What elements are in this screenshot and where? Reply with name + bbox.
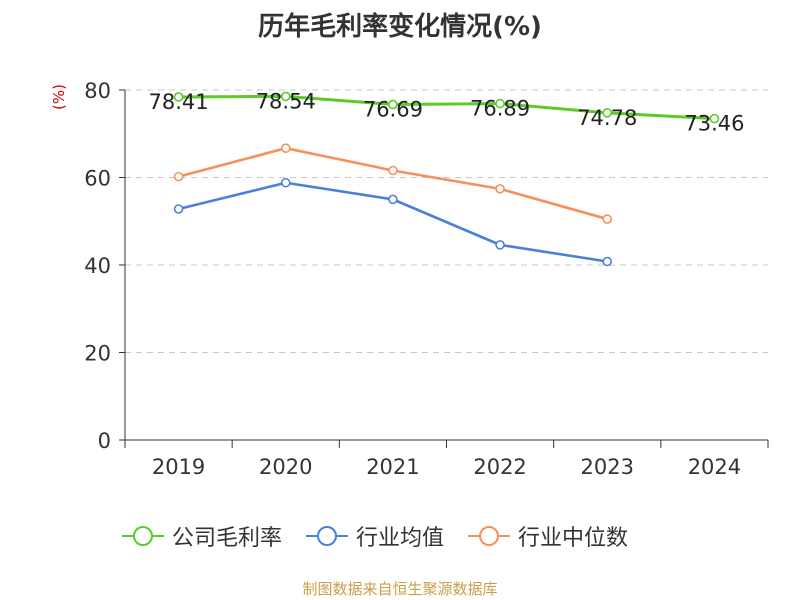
legend-label-industry-mean: 行业均值 — [356, 526, 445, 551]
data-label: 78.41 — [149, 90, 209, 114]
legend-item-company[interactable]: 公司毛利率 — [120, 520, 282, 552]
x-tick-label: 2023 — [581, 455, 634, 479]
data-label: 78.54 — [256, 89, 316, 113]
data-point — [173, 204, 184, 214]
x-tick-label: 2020 — [259, 455, 312, 479]
data-source: 制图数据来自恒生聚源数据库 — [302, 580, 498, 598]
legend-marker-industry-mean — [306, 526, 349, 546]
y-tick-label: 60 — [84, 167, 111, 191]
data-point — [173, 171, 184, 182]
data-label: 73.46 — [684, 112, 744, 136]
x-tick-label: 2022 — [473, 455, 526, 479]
data-point — [280, 143, 291, 153]
legend-item-industry-median[interactable]: 行业中位数 — [466, 520, 628, 552]
data-point — [495, 184, 505, 194]
data-point — [602, 214, 613, 224]
data-point — [388, 165, 398, 176]
data-label: 76.89 — [470, 97, 530, 121]
series-line — [178, 146, 608, 221]
legend-marker-industry-median — [468, 526, 511, 546]
series-line — [178, 181, 608, 263]
y-tick-label: 0 — [98, 429, 111, 453]
y-tick-label: 80 — [84, 79, 111, 103]
legend: 公司毛利率 行业均值 行业中位数 — [120, 520, 628, 552]
x-tick-label: 2021 — [366, 455, 419, 479]
series-line — [178, 94, 715, 121]
data-label: 76.69 — [363, 97, 423, 121]
data-point — [495, 240, 505, 250]
legend-marker-company — [122, 526, 164, 546]
data-point — [602, 108, 613, 118]
data-point — [602, 256, 613, 267]
data-point — [173, 92, 184, 102]
data-point — [388, 194, 398, 205]
data-label: 74.78 — [577, 106, 637, 130]
legend-label-company: 公司毛利率 — [172, 526, 283, 551]
data-point — [280, 91, 291, 102]
y-tick-label: 20 — [84, 342, 111, 366]
data-point — [280, 177, 291, 188]
y-tick-label: 40 — [84, 254, 111, 278]
x-tick-label: 2024 — [688, 455, 741, 479]
legend-label-industry-median: 行业中位数 — [518, 526, 629, 551]
chart-title: 历年毛利率变化情况(%) — [258, 12, 542, 42]
legend-item-industry-mean[interactable]: 行业均值 — [304, 520, 444, 552]
data-point — [495, 98, 505, 109]
data-point — [709, 113, 720, 124]
x-tick-label: 2019 — [152, 455, 205, 479]
data-point — [388, 99, 398, 110]
